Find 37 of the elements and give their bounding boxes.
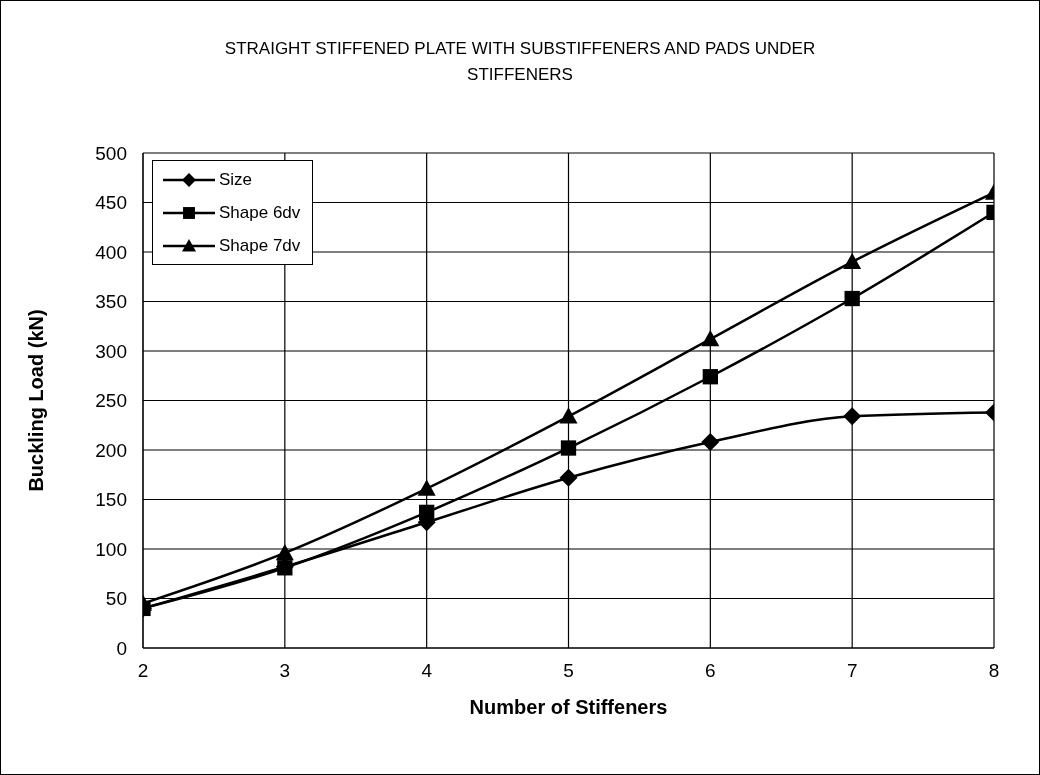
point — [559, 407, 578, 424]
point — [701, 433, 720, 452]
legend-label: Shape 6dv — [219, 202, 302, 223]
y-axis-title: Buckling Load (kN) — [25, 309, 48, 492]
y-tick-label: 450 — [95, 192, 127, 214]
point — [559, 468, 578, 487]
x-tick-label: 3 — [279, 660, 291, 682]
y-tick-label: 200 — [95, 439, 127, 461]
x-tick-label: 8 — [988, 660, 1000, 682]
y-tick-label: 150 — [95, 489, 127, 511]
chart-title: STRAIGHT STIFFENED PLATE WITH SUBSTIFFENERS AND PADS UNDER STIFFENERS — [223, 38, 817, 86]
point — [275, 543, 294, 561]
y-tick-label: 50 — [105, 588, 127, 610]
y-tick-label: 350 — [95, 291, 127, 313]
point — [701, 330, 720, 347]
point — [843, 407, 862, 426]
point — [277, 560, 293, 576]
y-tick-label: 300 — [95, 340, 127, 362]
point — [419, 504, 435, 521]
x-tick-label: 7 — [846, 660, 858, 682]
point — [417, 479, 436, 496]
x-axis-title: Number of Stiffeners — [469, 696, 668, 719]
x-tick-label: 6 — [705, 660, 716, 682]
y-tick-label: 0 — [116, 637, 127, 659]
legend-label: Shape 7dv — [219, 235, 302, 256]
x-tick-label: 2 — [137, 660, 149, 682]
point — [844, 290, 860, 307]
y-tick-label: 100 — [95, 538, 127, 560]
y-tick-label: 250 — [95, 390, 127, 412]
y-tick-label: 500 — [95, 142, 127, 164]
point — [843, 252, 862, 270]
point — [702, 369, 718, 385]
point — [560, 440, 577, 456]
x-tick-label: 4 — [421, 660, 433, 682]
legend-label: Size — [219, 169, 254, 190]
x-tick-label: 5 — [563, 660, 574, 682]
y-tick-label: 400 — [95, 241, 127, 263]
